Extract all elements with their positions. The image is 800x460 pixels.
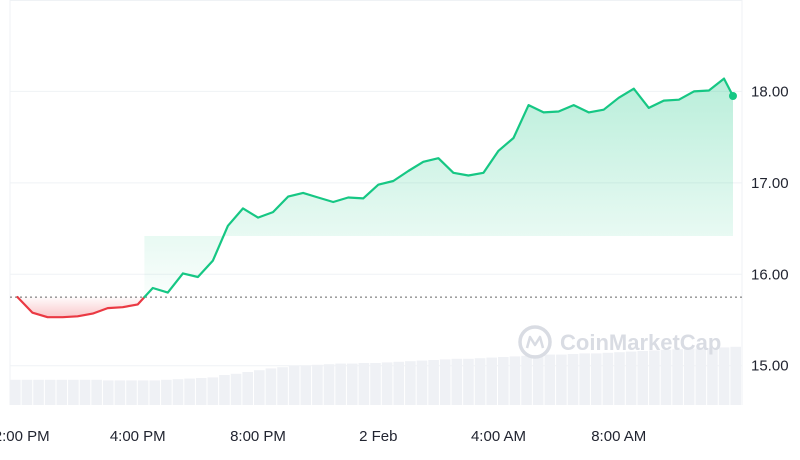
- volume-bar: [172, 379, 184, 405]
- volume-bar: [614, 352, 625, 405]
- volume-bar: [126, 380, 137, 405]
- volume-bar: [207, 377, 219, 405]
- coinmarketcap-logo-icon: [518, 325, 552, 359]
- volume-bar: [439, 359, 451, 405]
- volume-bar: [254, 370, 265, 405]
- volume-bar: [300, 365, 312, 405]
- volume-bar: [33, 379, 44, 405]
- volume-bar: [556, 354, 567, 405]
- volume-bar: [718, 347, 730, 405]
- y-tick-label: 17.00: [751, 175, 789, 192]
- x-tick-label: 8:00 PM: [230, 428, 286, 445]
- volume-bar: [532, 355, 544, 405]
- volume-bar: [393, 361, 405, 405]
- volume-bar: [21, 379, 33, 405]
- volume-bar: [649, 350, 660, 405]
- volume-bar: [56, 379, 68, 405]
- volume-bar: [68, 379, 79, 405]
- volume-bar: [370, 363, 381, 405]
- volume-bar: [10, 379, 21, 405]
- volume-bar: [428, 360, 439, 405]
- volume-bar: [602, 352, 614, 405]
- volume-bar: [102, 380, 114, 405]
- volume-bar: [683, 348, 695, 405]
- volume-bar: [672, 349, 683, 405]
- volume-bar: [486, 357, 497, 405]
- volume-bar: [625, 351, 637, 405]
- volume-bar: [730, 346, 741, 405]
- price-area: [17, 78, 733, 318]
- volume-bar: [91, 379, 102, 405]
- volume-bar: [509, 356, 521, 405]
- price-area-up: [144, 78, 733, 298]
- price-area-down: [17, 297, 145, 318]
- volume-bar: [590, 353, 602, 405]
- volume-bar: [707, 348, 718, 405]
- volume-bar: [544, 354, 556, 405]
- price-line-up[interactable]: [143, 77, 735, 299]
- coinmarketcap-watermark: CoinMarketCap: [518, 325, 721, 359]
- volume-bar: [405, 361, 416, 405]
- x-tick-label: 12:00 PM: [0, 428, 50, 445]
- volume-bar: [463, 358, 474, 405]
- volume-bar: [381, 362, 393, 405]
- volume-bars: [10, 346, 741, 405]
- volume-bar: [288, 366, 300, 405]
- volume-bar: [498, 357, 509, 405]
- volume-bar: [184, 378, 195, 405]
- volume-bar: [416, 360, 428, 405]
- volume-bar: [312, 364, 323, 405]
- volume-bar: [230, 373, 242, 405]
- volume-bar: [579, 353, 590, 405]
- volume-bar: [346, 363, 358, 405]
- volume-bar: [335, 363, 346, 405]
- x-tick-label: 8:00 AM: [591, 428, 646, 445]
- volume-bar: [521, 355, 532, 405]
- volume-bar: [660, 349, 672, 405]
- volume-bar: [265, 368, 277, 405]
- watermark-text: CoinMarketCap: [560, 330, 721, 355]
- volume-bar: [474, 358, 486, 405]
- volume-bar: [219, 375, 230, 405]
- y-axis-labels: 15.00 16.00 17.00 18.00: [751, 83, 789, 374]
- y-tick-label: 18.00: [751, 83, 789, 100]
- last-price-marker: [728, 91, 737, 100]
- volume-bar: [358, 363, 370, 405]
- y-tick-label: 15.00: [751, 358, 789, 375]
- x-tick-label: 2 Feb: [359, 428, 397, 445]
- volume-bar: [161, 379, 172, 405]
- x-tick-label: 4:00 AM: [471, 428, 526, 445]
- volume-bar: [323, 364, 335, 405]
- volume-bar: [195, 378, 207, 405]
- x-axis-labels: 12:00 PM 4:00 PM 8:00 PM 2 Feb 4:00 AM 8:00 A…: [0, 428, 646, 445]
- y-tick-label: 16.00: [751, 266, 789, 283]
- volume-bar: [277, 367, 288, 405]
- volume-bar: [149, 380, 161, 405]
- volume-bar: [79, 379, 91, 405]
- price-line[interactable]: [16, 77, 735, 319]
- volume-bar: [114, 380, 126, 405]
- x-tick-label: 4:00 PM: [110, 428, 166, 445]
- volume-bar: [637, 351, 649, 405]
- price-line-down[interactable]: [16, 296, 146, 319]
- volume-bar: [137, 380, 149, 405]
- volume-bar: [695, 348, 707, 405]
- volume-bar: [242, 372, 253, 405]
- volume-bar: [44, 379, 56, 405]
- volume-bar: [567, 354, 579, 405]
- last-price-dot: [728, 91, 737, 100]
- volume-bar: [451, 358, 463, 405]
